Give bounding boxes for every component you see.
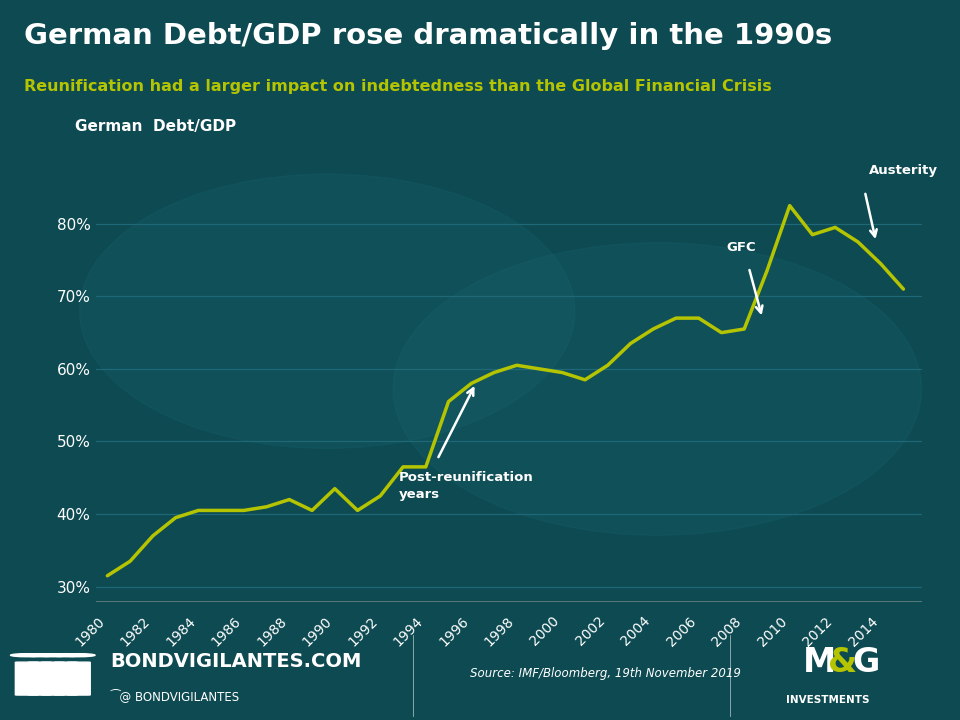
Circle shape — [394, 243, 922, 535]
Text: BONDVIGILANTES.COM: BONDVIGILANTES.COM — [110, 652, 362, 671]
Circle shape — [36, 654, 69, 657]
Text: German Debt/GDP rose dramatically in the 1990s: German Debt/GDP rose dramatically in the… — [24, 22, 832, 50]
Text: G: G — [852, 646, 880, 679]
Circle shape — [62, 654, 95, 657]
Circle shape — [80, 174, 575, 449]
FancyBboxPatch shape — [54, 662, 77, 695]
Text: M: M — [803, 646, 836, 679]
Text: German  Debt/GDP: German Debt/GDP — [76, 120, 236, 134]
Text: Austerity: Austerity — [870, 163, 938, 176]
Text: INVESTMENTS: INVESTMENTS — [786, 696, 869, 705]
Text: Reunification had a larger impact on indebtedness than the Global Financial Cris: Reunification had a larger impact on ind… — [24, 78, 772, 94]
Text: Source: IMF/Bloomberg, 19th November 2019: Source: IMF/Bloomberg, 19th November 201… — [470, 667, 741, 680]
FancyBboxPatch shape — [29, 662, 52, 695]
FancyBboxPatch shape — [41, 662, 64, 695]
FancyBboxPatch shape — [15, 662, 38, 695]
FancyBboxPatch shape — [67, 662, 90, 695]
Circle shape — [11, 654, 43, 657]
Circle shape — [24, 654, 56, 657]
Circle shape — [50, 654, 83, 657]
Text: ⁀@ BONDVIGILANTES: ⁀@ BONDVIGILANTES — [110, 690, 240, 704]
Text: &: & — [828, 646, 856, 679]
Text: GFC: GFC — [726, 241, 756, 254]
Text: Post-reunification
years: Post-reunification years — [398, 470, 533, 500]
